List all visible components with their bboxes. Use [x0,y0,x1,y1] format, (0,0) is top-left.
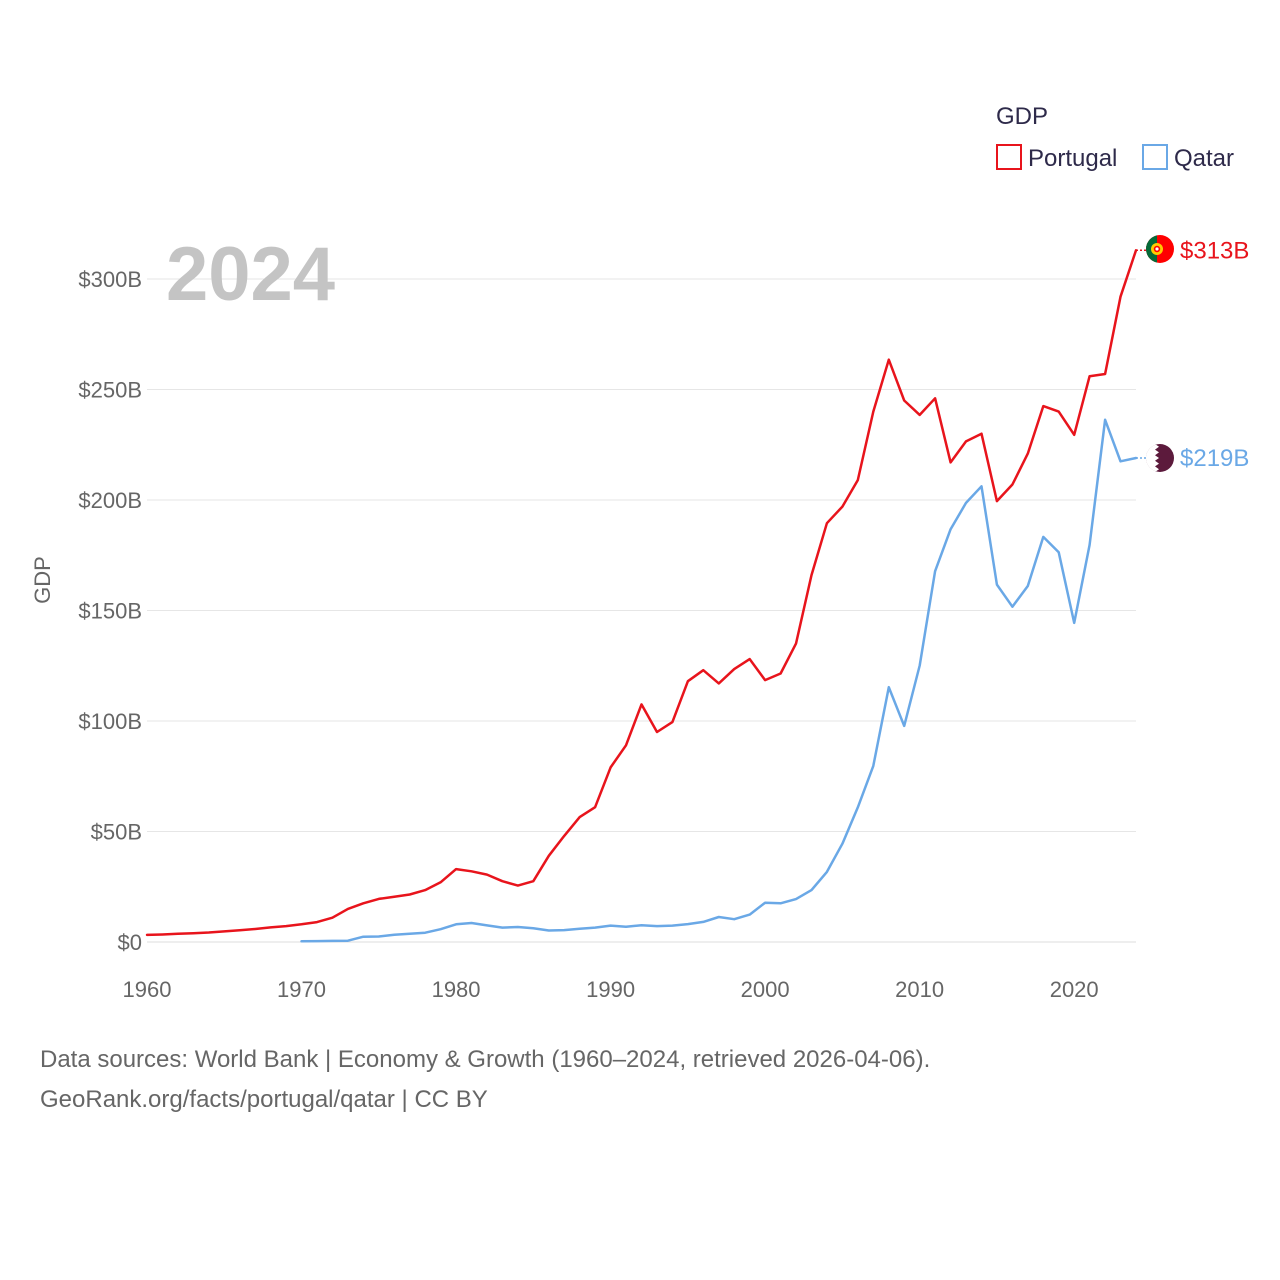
y-tick-label: $300B [78,267,142,292]
legend: GDP Portugal Qatar [996,103,1234,172]
series-line-qatar[interactable] [300,418,1138,943]
series-lines [145,249,1146,943]
year-watermark: 2024 [166,232,335,317]
x-tick-label: 2000 [741,977,790,1002]
legend-swatch-qatar[interactable] [1142,144,1168,170]
end-label-qatar: $219B [1180,445,1249,472]
end-labels: $313B $219B [1180,237,1249,472]
x-tick-label: 1960 [123,977,172,1002]
x-tick-label: 1980 [432,977,481,1002]
footer: Data sources: World Bank | Economy & Gro… [40,1040,1240,1120]
x-axis-ticks: 1960 1970 1980 1990 2000 2010 2020 [123,977,1099,1002]
x-tick-label: 1970 [277,977,326,1002]
y-tick-label: $200B [78,488,142,513]
legend-label-portugal[interactable]: Portugal [1028,145,1117,172]
end-label-portugal: $313B [1180,237,1249,264]
x-tick-label: 2010 [895,977,944,1002]
end-markers [1146,235,1174,472]
y-axis-ticks: $0 $50B $100B $150B $200B $250B $300B [78,267,142,955]
y-axis-title: GDP [30,556,55,604]
y-tick-label: $250B [78,378,142,403]
footer-sources: Data sources: World Bank | Economy & Gro… [40,1046,931,1073]
footer-link[interactable]: GeoRank.org/facts/portugal/qatar | CC BY [40,1086,488,1113]
portugal-flag-icon [1146,235,1174,263]
legend-label-qatar[interactable]: Qatar [1174,145,1234,172]
qatar-flag-icon [1146,444,1174,472]
x-tick-label: 1990 [586,977,635,1002]
y-tick-label: $100B [78,709,142,734]
legend-swatch-portugal[interactable] [996,144,1022,170]
y-tick-label: $50B [91,820,142,845]
legend-title: GDP [996,103,1048,130]
y-tick-label: $150B [78,599,142,624]
series-line-portugal[interactable] [145,249,1138,937]
x-tick-label: 2020 [1050,977,1099,1002]
y-tick-label: $0 [118,930,142,955]
gridlines [147,278,1136,943]
